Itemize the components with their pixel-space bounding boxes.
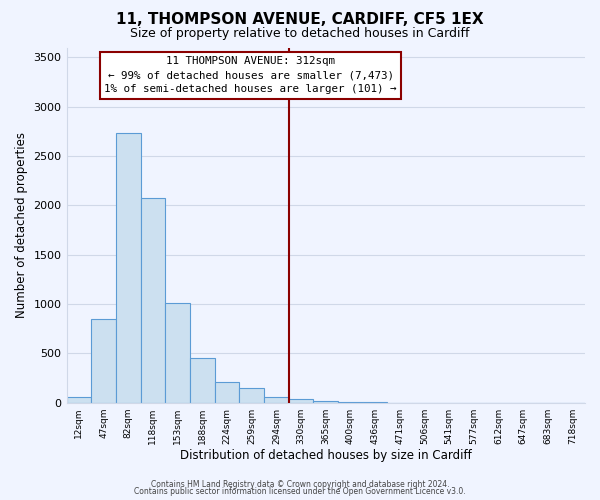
Text: Contains HM Land Registry data © Crown copyright and database right 2024.: Contains HM Land Registry data © Crown c… (151, 480, 449, 489)
X-axis label: Distribution of detached houses by size in Cardiff: Distribution of detached houses by size … (180, 450, 472, 462)
Bar (91, 319, 116, 402)
Bar (264, 397, 289, 402)
Bar (190, 358, 215, 403)
Bar (67, 398, 91, 402)
Y-axis label: Number of detached properties: Number of detached properties (15, 132, 28, 318)
Bar (215, 382, 239, 402)
Text: 11 THOMPSON AVENUE: 312sqm
← 99% of detached houses are smaller (7,473)
1% of se: 11 THOMPSON AVENUE: 312sqm ← 99% of deta… (104, 56, 397, 94)
Bar (116, 134, 140, 402)
Text: Size of property relative to detached houses in Cardiff: Size of property relative to detached ho… (130, 28, 470, 40)
Bar (165, 303, 190, 402)
Text: 11, THOMPSON AVENUE, CARDIFF, CF5 1EX: 11, THOMPSON AVENUE, CARDIFF, CF5 1EX (116, 12, 484, 28)
Bar (239, 388, 264, 402)
Bar (140, 198, 165, 402)
Text: Contains public sector information licensed under the Open Government Licence v3: Contains public sector information licen… (134, 488, 466, 496)
Bar (313, 400, 338, 402)
Bar (289, 399, 313, 402)
